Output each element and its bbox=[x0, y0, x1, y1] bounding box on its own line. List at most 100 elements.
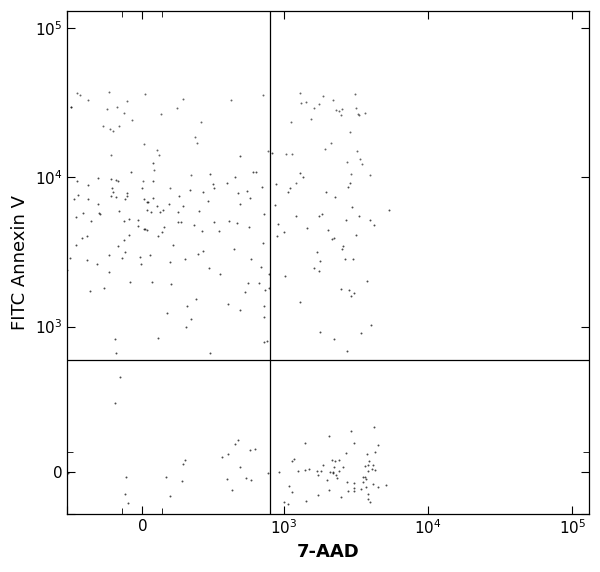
Point bbox=[176, 217, 186, 227]
Point bbox=[299, 173, 308, 182]
Point bbox=[285, 184, 295, 193]
Point bbox=[328, 455, 337, 464]
Point bbox=[161, 472, 170, 482]
Point bbox=[73, 176, 82, 185]
X-axis label: 7-AAD: 7-AAD bbox=[296, 543, 359, 561]
Point bbox=[374, 482, 383, 491]
Point bbox=[93, 200, 103, 209]
Point bbox=[104, 88, 114, 97]
Point bbox=[146, 208, 155, 217]
Point bbox=[203, 197, 212, 206]
Point bbox=[109, 187, 118, 196]
Point bbox=[182, 301, 192, 310]
Point bbox=[283, 499, 293, 509]
Point bbox=[166, 491, 175, 500]
Point bbox=[235, 151, 244, 160]
Point bbox=[165, 184, 175, 193]
Point bbox=[110, 399, 120, 408]
Point bbox=[4, 164, 14, 173]
Point bbox=[279, 498, 289, 507]
Point bbox=[0, 177, 6, 186]
Point bbox=[259, 337, 268, 347]
Point bbox=[139, 139, 149, 148]
Point bbox=[86, 217, 95, 226]
Point bbox=[168, 240, 178, 249]
Point bbox=[153, 333, 163, 343]
Point bbox=[148, 277, 157, 287]
Point bbox=[6, 205, 16, 214]
Point bbox=[119, 108, 129, 117]
Point bbox=[152, 201, 161, 210]
Point bbox=[270, 201, 280, 210]
Point bbox=[295, 169, 305, 178]
Point bbox=[223, 449, 233, 458]
Point bbox=[232, 219, 242, 228]
Point bbox=[194, 206, 203, 216]
Point bbox=[15, 181, 25, 190]
Point bbox=[332, 105, 341, 114]
Point bbox=[122, 96, 131, 105]
Point bbox=[233, 188, 243, 197]
Point bbox=[346, 426, 356, 435]
Point bbox=[56, 245, 66, 254]
Point bbox=[291, 211, 301, 220]
Point bbox=[3, 233, 13, 243]
Point bbox=[353, 109, 362, 118]
Point bbox=[314, 267, 324, 276]
Point bbox=[119, 217, 128, 226]
Point bbox=[199, 247, 208, 256]
Point bbox=[197, 117, 206, 126]
Point bbox=[367, 465, 377, 474]
Point bbox=[66, 102, 76, 112]
Point bbox=[315, 256, 325, 265]
Point bbox=[365, 171, 375, 180]
Point bbox=[325, 432, 334, 441]
Point bbox=[22, 247, 32, 256]
Point bbox=[362, 482, 371, 491]
Point bbox=[154, 150, 164, 160]
Point bbox=[233, 435, 243, 444]
Point bbox=[111, 192, 121, 201]
Point bbox=[197, 227, 206, 236]
Point bbox=[273, 220, 283, 229]
Point bbox=[329, 462, 338, 471]
Point bbox=[125, 278, 135, 287]
Point bbox=[77, 233, 87, 243]
Point bbox=[106, 192, 116, 201]
Point bbox=[209, 217, 218, 227]
Point bbox=[334, 106, 344, 116]
Point bbox=[106, 150, 116, 160]
Point bbox=[55, 184, 64, 193]
Point bbox=[7, 145, 16, 154]
Point bbox=[83, 194, 93, 204]
Point bbox=[166, 279, 176, 288]
Point bbox=[117, 253, 127, 263]
Point bbox=[121, 194, 130, 204]
Point bbox=[153, 231, 163, 240]
Point bbox=[368, 479, 377, 488]
Point bbox=[363, 460, 373, 469]
Point bbox=[281, 150, 291, 159]
Point bbox=[345, 178, 355, 188]
Point bbox=[120, 489, 130, 498]
Point bbox=[342, 477, 352, 486]
Point bbox=[21, 157, 31, 166]
Point bbox=[337, 245, 347, 254]
Point bbox=[327, 235, 337, 244]
Point bbox=[344, 487, 353, 496]
Point bbox=[322, 188, 331, 197]
Point bbox=[115, 373, 125, 382]
Point bbox=[181, 322, 190, 331]
Point bbox=[119, 235, 129, 244]
Point bbox=[341, 448, 350, 458]
Point bbox=[338, 463, 347, 472]
Point bbox=[83, 256, 92, 265]
Point bbox=[137, 184, 146, 193]
Point bbox=[205, 348, 215, 358]
Point bbox=[244, 223, 254, 232]
Point bbox=[62, 265, 71, 275]
Point bbox=[245, 445, 254, 454]
Point bbox=[110, 335, 120, 344]
Point bbox=[336, 110, 346, 119]
Point bbox=[235, 305, 245, 314]
